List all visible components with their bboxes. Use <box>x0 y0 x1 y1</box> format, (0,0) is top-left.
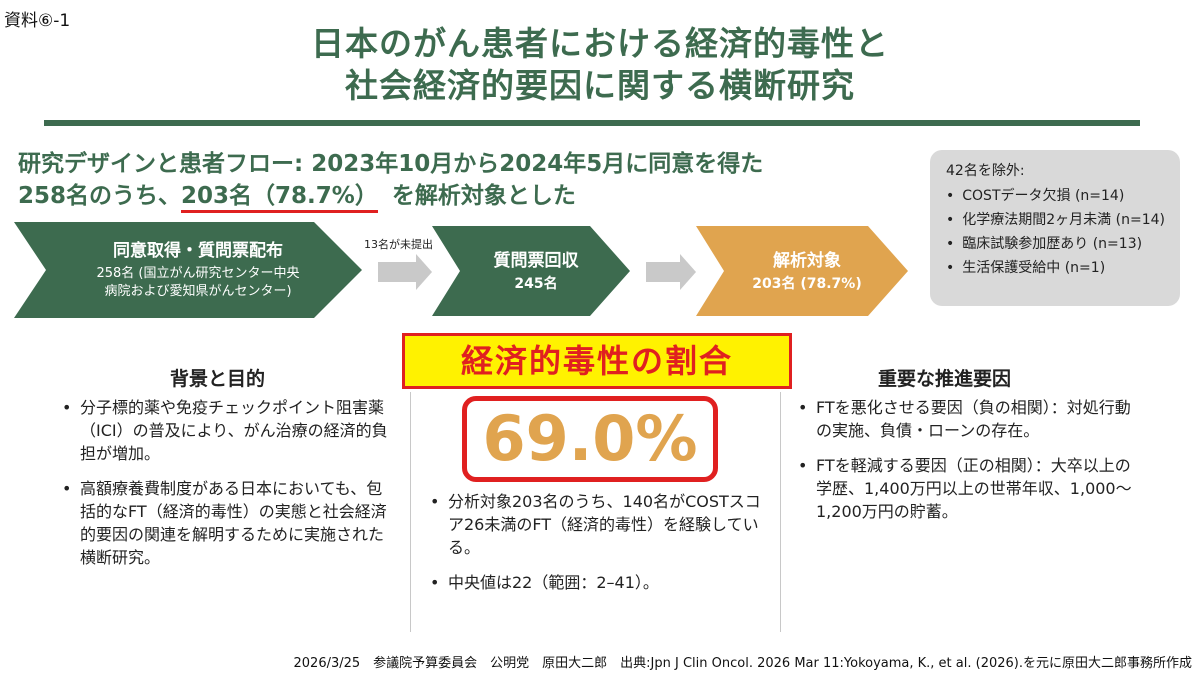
column-divider <box>410 392 411 632</box>
prevalence-bullet: 中央値は22（範囲：2–41）。 <box>428 571 766 594</box>
flow-step-collected: 質問票回収 245名 <box>432 226 630 316</box>
background-bullet: 分子標的薬や免疫チェックポイント阻害薬（ICI）の普及により、がん治療の経済的負… <box>60 396 396 465</box>
flow-step-collected-sub: 245名 <box>514 276 558 292</box>
flow-step-consent: 同意取得・質問票配布 258名 (国立がん研究センター中央 病院および愛知県がん… <box>14 222 362 318</box>
document-label: 資料⑥-1 <box>4 11 71 31</box>
exclusion-item: 生活保護受給中 (n=1) <box>946 256 1170 280</box>
exclusion-item: 化学療法期間2ヶ月未満 (n=14) <box>946 208 1170 232</box>
background-heading: 背景と目的 <box>170 368 266 390</box>
flow-step-consent-sub1: 258名 (国立がん研究センター中央 <box>96 266 300 281</box>
drivers-heading: 重要な推進要因 <box>878 368 1012 390</box>
drivers-bullet: FTを軽減する要因（正の相関）：大卒以上の学歴、1,400万円以上の世帯年収、1… <box>796 454 1134 523</box>
study-design-line1: 研究デザインと患者フロー: 2023年10月から2024年5月に同意を得た <box>18 151 764 177</box>
column-divider <box>780 392 781 632</box>
flow-step-analyzed-title: 解析対象 <box>773 251 841 271</box>
flow-step-analyzed: 解析対象 203名 (78.7%) <box>696 226 908 316</box>
prevalence-list: 分析対象203名のうち、140名がCOSTスコア26未満のFT（経済的毒性）を経… <box>428 490 766 606</box>
study-design-line2-pre: 258名のうち、 <box>18 183 182 209</box>
study-design-line2: 258名のうち、203名（78.7%） を解析対象とした <box>18 180 918 213</box>
study-design-text: 研究デザインと患者フロー: 2023年10月から2024年5月に同意を得た 25… <box>18 148 918 213</box>
flow-step-consent-title: 同意取得・質問票配布 <box>113 241 283 261</box>
page-title-line2: 社会経済的要因に関する横断研究 <box>345 66 855 105</box>
exclusion-box: 42名を除外: COSTデータ欠損 (n=14) 化学療法期間2ヶ月未満 (n=… <box>930 150 1180 306</box>
exclusion-item: COSTデータ欠損 (n=14) <box>946 184 1170 208</box>
flow-arrow-right-icon <box>646 254 696 290</box>
prevalence-value: 69.0% <box>462 396 718 482</box>
background-list: 分子標的薬や免疫チェックポイント阻害薬（ICI）の普及により、がん治療の経済的負… <box>60 396 396 581</box>
exclusion-heading: 42名を除外: <box>946 163 1025 179</box>
exclusion-list: COSTデータ欠損 (n=14) 化学療法期間2ヶ月未満 (n=14) 臨床試験… <box>946 184 1170 280</box>
flow-step-collected-title: 質問票回収 <box>493 251 579 271</box>
study-design-highlight: 203名（78.7%） <box>181 183 378 213</box>
title-divider <box>44 120 1140 126</box>
flow-arrow-right-icon <box>378 254 432 290</box>
background-bullet: 高額療養費制度がある日本においても、包括的なFT（経済的毒性）の実態と社会経済的… <box>60 477 396 569</box>
flow-step-consent-sub2: 病院および愛知県がんセンター) <box>104 284 292 299</box>
drivers-list: FTを悪化させる要因（負の相関）：対処行動の実施、負債・ローンの存在。 FTを軽… <box>796 396 1134 535</box>
exclusion-item: 臨床試験参加歴あり (n=13) <box>946 232 1170 256</box>
footer-source: 2026/3/25 参議院予算委員会 公明党 原田大二郎 出典:Jpn J Cl… <box>293 656 1192 671</box>
prevalence-bullet: 分析対象203名のうち、140名がCOSTスコア26未満のFT（経済的毒性）を経… <box>428 490 766 559</box>
flow-step-analyzed-sub: 203名 (78.7%) <box>752 276 862 292</box>
prevalence-banner: 経済的毒性の割合 <box>402 333 792 389</box>
study-design-line2-post: を解析対象とした <box>391 183 576 209</box>
flow-arrow-note: 13名が未提出 <box>364 238 433 251</box>
drivers-bullet: FTを悪化させる要因（負の相関）：対処行動の実施、負債・ローンの存在。 <box>796 396 1134 442</box>
page-title-line1: 日本のがん患者における経済的毒性と <box>311 24 889 63</box>
